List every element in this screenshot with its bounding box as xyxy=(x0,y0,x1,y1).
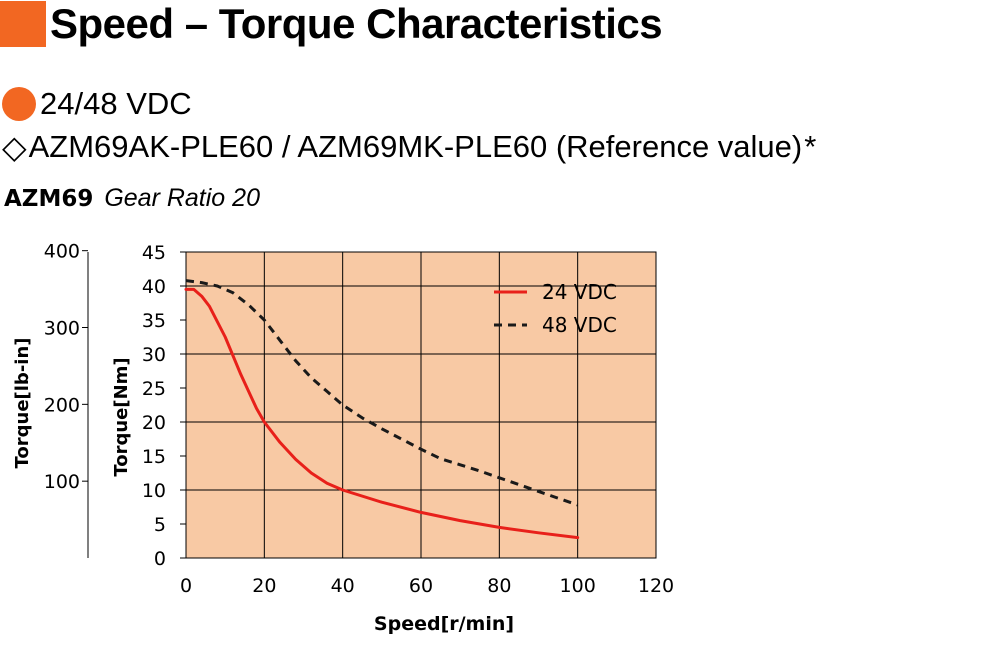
y-tick-label: 40 xyxy=(142,276,166,298)
legend: 24 VDC 48 VDC xyxy=(494,280,617,337)
orange-bullet-icon xyxy=(2,87,36,121)
reference-note-mark: * xyxy=(804,129,817,164)
x-tick-label: 0 xyxy=(180,575,192,597)
x-tick-label: 80 xyxy=(487,575,511,597)
voltage-row: 24/48 VDC xyxy=(2,86,192,122)
x-tick-label: 40 xyxy=(331,575,355,597)
legend-label-2: 48 VDC xyxy=(542,313,617,337)
y-axis-label: Torque[Nm] xyxy=(111,357,132,476)
secondary-tick-label: 400 xyxy=(44,241,80,263)
gear-model: AZM69 xyxy=(4,186,94,212)
gear-ratio: Gear Ratio 20 xyxy=(104,184,260,212)
y-tick-label: 5 xyxy=(154,514,166,536)
y-tick-label: 10 xyxy=(142,480,166,502)
y-tick-label: 20 xyxy=(142,412,166,434)
secondary-y-axis-label: Torque[lb-in] xyxy=(12,337,33,468)
y-axis-ticks: 0 5 10 15 20 25 30 35 40 45 xyxy=(142,242,186,570)
x-axis-ticks: 0 20 40 60 80 100 120 xyxy=(180,575,674,597)
x-tick-label: 60 xyxy=(409,575,433,597)
y-tick-label: 45 xyxy=(142,242,166,264)
x-axis-label: Speed[r/min] xyxy=(374,613,514,635)
y-tick-label: 35 xyxy=(142,310,166,332)
legend-label-1: 24 VDC xyxy=(542,280,617,304)
secondary-tick-label: 300 xyxy=(44,318,80,340)
model-row: ◇ AZM69AK-PLE60 / AZM69MK-PLE60 (Referen… xyxy=(2,127,816,167)
y-tick-label: 25 xyxy=(142,378,166,400)
x-tick-label: 100 xyxy=(560,575,596,597)
page-header: Speed – Torque Characteristics xyxy=(0,0,663,48)
y-tick-label: 30 xyxy=(142,344,166,366)
page-title: Speed – Torque Characteristics xyxy=(50,0,663,47)
secondary-tick-label: 100 xyxy=(44,471,80,493)
series-line-1 xyxy=(184,287,580,540)
series-line-2 xyxy=(185,279,579,507)
speed-torque-chart: 0 20 40 60 80 100 120 0 5 10 15 20 25 30 35 40 45 100 20… xyxy=(12,241,674,635)
gear-row: AZM69 Gear Ratio 20 xyxy=(4,182,260,215)
x-tick-label: 120 xyxy=(638,575,674,597)
y-tick-label: 15 xyxy=(142,446,166,468)
title-accent-square xyxy=(0,1,46,47)
series-layer xyxy=(184,279,580,540)
secondary-tick-label: 200 xyxy=(44,394,80,416)
secondary-axis-ticks: 100 200 300 400 xyxy=(44,241,88,493)
model-name: AZM69AK-PLE60 / AZM69MK-PLE60 (Reference… xyxy=(28,129,803,164)
y-tick-label: 0 xyxy=(154,548,166,570)
plot-frame xyxy=(185,251,657,559)
voltage-label: 24/48 VDC xyxy=(40,86,192,121)
x-tick-label: 20 xyxy=(252,575,276,597)
diamond-outline-icon: ◇ xyxy=(2,129,27,165)
